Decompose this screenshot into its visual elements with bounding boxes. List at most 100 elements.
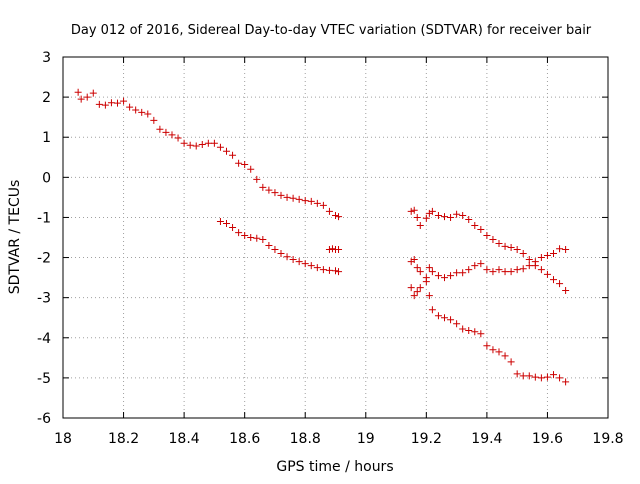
- data-point: [531, 258, 539, 266]
- data-point: [301, 197, 309, 205]
- data-point: [483, 231, 491, 239]
- data-point: [507, 358, 515, 366]
- data-point: [428, 306, 436, 314]
- series-track-a: [74, 88, 343, 221]
- data-point: [223, 219, 230, 227]
- data-point: [295, 258, 303, 266]
- chart-title: Day 012 of 2016, Sidereal Day-to-day VTE…: [71, 23, 592, 38]
- data-point: [325, 266, 333, 274]
- data-point: [413, 264, 421, 272]
- series-track-c: [325, 245, 343, 254]
- data-point: [525, 262, 533, 270]
- data-point: [537, 266, 545, 274]
- data-point: [483, 342, 491, 350]
- grid-lines: [63, 57, 608, 418]
- data-point: [138, 108, 146, 116]
- data-point: [495, 266, 503, 274]
- data-point: [83, 93, 91, 101]
- data-point: [489, 236, 497, 244]
- data-point: [537, 254, 545, 262]
- data-point: [501, 352, 509, 360]
- data-point: [301, 260, 309, 268]
- data-point: [434, 211, 442, 219]
- data-point: [150, 116, 158, 124]
- data-point: [271, 189, 279, 197]
- data-point: [223, 147, 230, 155]
- data-point: [210, 139, 218, 147]
- y-tick-labels: 3 2 1 0 -1 -2 -3 -4 -5 -6: [37, 50, 51, 427]
- data-point: [447, 316, 455, 324]
- data-point: [144, 110, 152, 118]
- data-point: [550, 276, 557, 284]
- data-point: [101, 101, 109, 109]
- data-point: [168, 131, 176, 139]
- data-point: [229, 223, 237, 231]
- data-point: [313, 199, 321, 207]
- data-point: [489, 268, 497, 276]
- data-point: [253, 234, 261, 242]
- data-points: [74, 88, 570, 386]
- data-point: [453, 269, 461, 277]
- data-point: [198, 140, 206, 148]
- data-point: [407, 284, 415, 292]
- data-point: [562, 246, 570, 254]
- data-point: [513, 370, 521, 378]
- data-point: [74, 88, 82, 96]
- data-point: [477, 330, 485, 338]
- y-tick-label: -5: [37, 371, 51, 387]
- x-tick-label: 18.2: [108, 431, 139, 447]
- data-point: [77, 95, 85, 103]
- data-point: [501, 268, 509, 276]
- data-point: [319, 201, 327, 209]
- y-tick-label: -3: [37, 291, 51, 307]
- data-point: [550, 371, 557, 379]
- data-point: [556, 280, 564, 288]
- plot-frame: [62, 56, 609, 419]
- data-point: [410, 292, 418, 300]
- data-point: [471, 328, 479, 336]
- data-point: [132, 106, 140, 114]
- data-point: [519, 250, 527, 258]
- y-tick-label: -4: [37, 331, 51, 347]
- data-point: [120, 97, 128, 105]
- data-point: [271, 246, 279, 254]
- data-point: [410, 206, 418, 214]
- data-point: [416, 268, 424, 276]
- data-point: [283, 253, 291, 261]
- data-point: [416, 221, 424, 229]
- data-point: [459, 325, 467, 333]
- data-point: [235, 159, 243, 167]
- data-point: [335, 268, 343, 276]
- data-point: [126, 103, 134, 111]
- data-point: [459, 269, 467, 277]
- data-point: [107, 99, 115, 107]
- data-point: [307, 262, 315, 270]
- data-point: [501, 242, 509, 250]
- x-tick-label: 19.4: [471, 431, 502, 447]
- data-point: [319, 266, 327, 274]
- data-point: [328, 245, 336, 253]
- data-point: [441, 314, 448, 322]
- data-point: [289, 256, 297, 264]
- data-point: [537, 374, 545, 382]
- series-track-f: [407, 274, 570, 386]
- data-point: [519, 265, 527, 273]
- data-point: [562, 286, 570, 294]
- data-point: [413, 288, 421, 296]
- data-point: [325, 246, 333, 254]
- data-point: [556, 374, 564, 382]
- data-point: [422, 274, 430, 282]
- data-point: [416, 284, 424, 292]
- data-point: [519, 372, 527, 380]
- data-point: [434, 312, 442, 320]
- data-point: [531, 373, 539, 381]
- y-tick-label: 2: [42, 90, 51, 106]
- data-point: [162, 128, 170, 136]
- data-point: [247, 165, 255, 173]
- data-point: [259, 236, 267, 244]
- y-tick-label: 1: [42, 130, 51, 146]
- data-point: [216, 217, 224, 225]
- data-point: [253, 175, 261, 183]
- data-point: [543, 270, 551, 278]
